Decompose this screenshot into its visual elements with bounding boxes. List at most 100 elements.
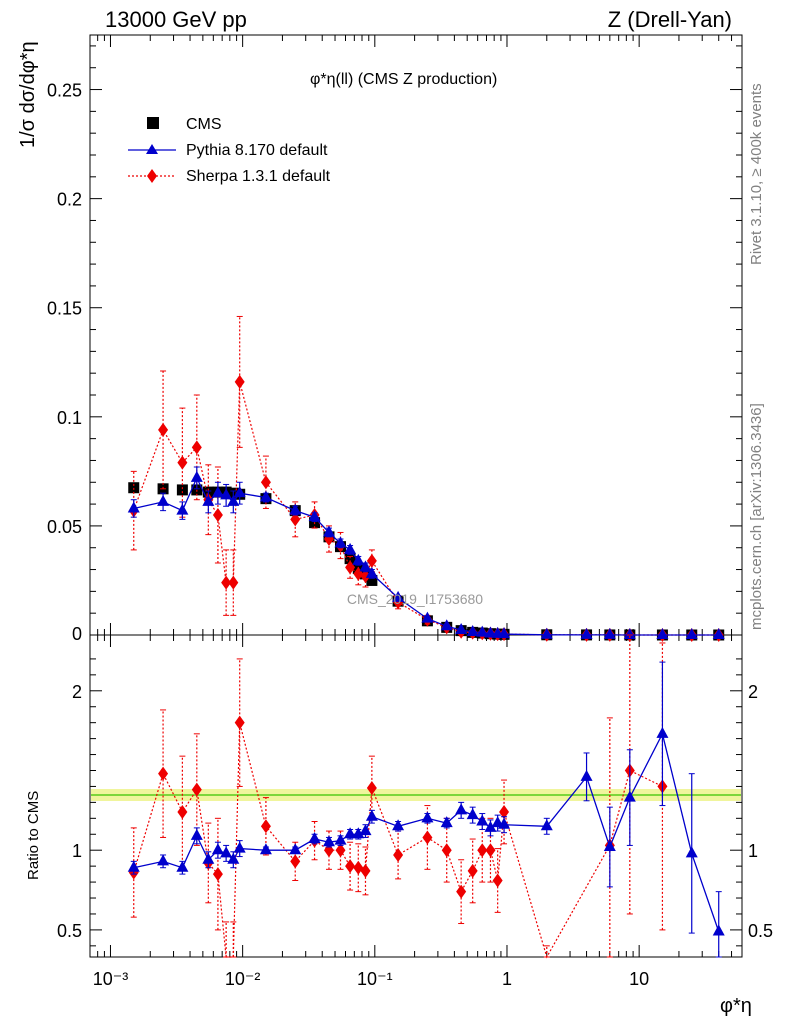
y-tick-label-ratio-right: 0.5 xyxy=(748,921,773,941)
pythia-main-point xyxy=(176,503,189,515)
pythia-ratio-point xyxy=(352,827,365,839)
pythia-ratio-point xyxy=(656,726,669,738)
sherpa-main-point xyxy=(212,508,223,522)
y-tick-label-ratio-right: 1 xyxy=(748,841,758,861)
process-label: Z (Drell-Yan) xyxy=(608,7,732,32)
y-tick-label-ratio: 1 xyxy=(72,841,82,861)
pythia-main-point xyxy=(440,619,453,631)
pythia-main-point xyxy=(359,560,372,572)
pythia-main-point xyxy=(392,590,405,602)
sherpa-ratio-point xyxy=(345,859,356,874)
analysis-watermark: CMS_2019_I1753680 xyxy=(347,591,483,607)
sherpa-ratio-point xyxy=(393,847,404,862)
pythia-main-point xyxy=(202,494,215,506)
sherpa-main-point xyxy=(221,575,232,590)
pythia-main-point xyxy=(365,566,378,578)
pythia-ratio-point xyxy=(220,846,233,858)
legend: CMS Pythia 8.170 default Sherpa 1.3.1 de… xyxy=(128,116,331,185)
y-tick-label-main: 0.2 xyxy=(57,190,82,210)
sherpa-main-point xyxy=(290,512,301,527)
pythia-main-point xyxy=(227,494,240,506)
y-tick-label-ratio-right: 2 xyxy=(748,682,758,702)
pythia-main-point xyxy=(466,624,479,636)
y-tick-label-ratio: 2 xyxy=(72,682,82,702)
y-tick-label-main: 0.1 xyxy=(57,408,82,428)
pythia-main-point xyxy=(455,622,468,634)
pythia-ratio-point xyxy=(476,814,489,826)
sherpa-ratio-point xyxy=(499,804,510,819)
pythia-main-point xyxy=(540,627,553,639)
energy-label: 13000 GeV pp xyxy=(105,7,247,32)
ratio-panel-marks xyxy=(127,634,725,959)
mcplots-label: mcplots.cern.ch [arXiv:1306.3436] xyxy=(748,403,765,630)
pythia-ratio-point xyxy=(685,846,698,858)
pythia-ratio-point xyxy=(176,860,189,872)
pythia-ratio-point xyxy=(289,843,302,855)
pythia-main-point xyxy=(498,627,511,639)
sherpa-main-point xyxy=(228,575,239,590)
y-tick-label-main-zero: 0 xyxy=(72,624,82,644)
pythia-ratio-point xyxy=(190,828,203,840)
ratio-y-axis-label: Ratio to CMS xyxy=(25,791,42,880)
sherpa-main-point xyxy=(345,560,356,575)
sherpa-main-point xyxy=(191,440,202,455)
main-panel-marks xyxy=(127,315,725,642)
y-tick-label-main: 0.05 xyxy=(47,517,82,537)
sherpa-ratio-point xyxy=(177,804,188,819)
sherpa-main-point xyxy=(260,475,271,490)
x-tick-label: 10 xyxy=(629,969,649,989)
x-tick-label: 10⁻³ xyxy=(93,969,129,989)
x-tick-label: 10⁻² xyxy=(225,969,261,989)
sherpa-main-point xyxy=(234,374,245,389)
sherpa-ratio-point xyxy=(366,781,377,796)
legend-cms-label: CMS xyxy=(186,116,222,133)
y-tick-label-main: 0.25 xyxy=(47,81,82,101)
pythia-ratio-point xyxy=(202,852,215,864)
pythia-ratio-point xyxy=(540,819,553,831)
pythia-main-point xyxy=(233,486,246,498)
pythia-ratio-point xyxy=(421,811,434,823)
sherpa-ratio-point xyxy=(477,843,488,858)
pythia-main-point xyxy=(259,490,272,502)
rivet-version-label: Rivet 3.1.10, ≥ 400k events xyxy=(748,83,765,265)
legend-pythia-marker xyxy=(146,144,158,154)
pythia-ratio-point xyxy=(233,841,246,853)
y-tick-label-ratio: 0.5 xyxy=(57,921,82,941)
pythia-main-point xyxy=(334,536,347,548)
pythia-ratio-point xyxy=(211,843,224,855)
pythia-ratio-point xyxy=(227,852,240,864)
sherpa-ratio-point xyxy=(335,843,346,858)
pythia-main-point xyxy=(322,525,335,537)
pythia-ratio-point xyxy=(603,840,616,852)
axis-ticks: 10⁻³ 10⁻² 10⁻¹ 1 10 0.05 0.1 0.15 0.2 0.25 0 0.5 0.5… xyxy=(47,35,773,989)
sherpa-main-point xyxy=(177,455,188,470)
sherpa-main-point xyxy=(366,553,377,568)
legend-cms-marker xyxy=(147,117,159,129)
pythia-main-point xyxy=(190,470,203,482)
pythia-main-point xyxy=(421,611,434,623)
sherpa-ratio-line xyxy=(133,722,663,959)
x-tick-label: 1 xyxy=(502,969,512,989)
pythia-ratio-point xyxy=(466,808,479,820)
sherpa-ratio-point xyxy=(290,854,301,869)
sherpa-main-point xyxy=(360,569,371,584)
pythia-ratio-point xyxy=(455,803,468,815)
pythia-main-point xyxy=(712,627,725,639)
pythia-ratio-point xyxy=(623,790,636,802)
sherpa-ratio-point xyxy=(441,843,452,858)
pythia-main-point xyxy=(623,627,636,639)
pythia-main-point xyxy=(580,627,593,639)
sherpa-ratio-point xyxy=(191,782,202,797)
pythia-main-point xyxy=(344,542,357,554)
sherpa-ratio-point xyxy=(485,843,496,858)
sherpa-ratio-point xyxy=(158,766,169,781)
plot-title-text: φ*η(ll) (CMS Z production) xyxy=(310,71,497,88)
pythia-main-point xyxy=(685,627,698,639)
pythia-main-point xyxy=(656,627,669,639)
legend-sherpa-marker xyxy=(147,169,157,183)
sherpa-ratio-point xyxy=(234,715,245,730)
pythia-ratio-point xyxy=(322,835,335,847)
pythia-ratio-point xyxy=(308,832,321,844)
sherpa-ratio-point xyxy=(422,830,433,845)
